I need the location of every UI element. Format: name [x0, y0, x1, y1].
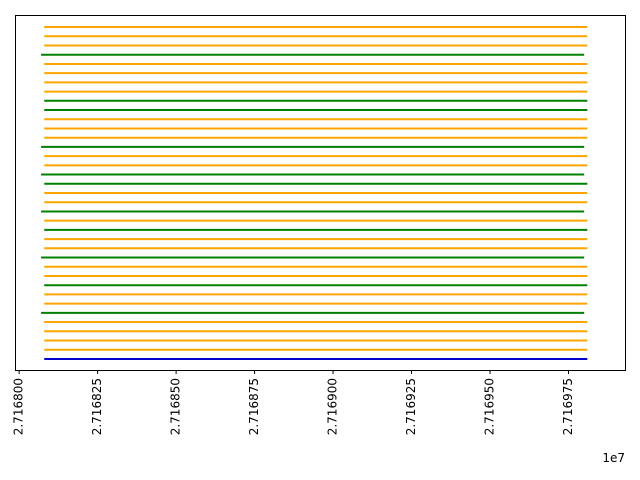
x-offset-label: 1e7 [602, 451, 625, 465]
x-tick-label-4: 2.716900 [326, 378, 340, 435]
segment-group [41, 26, 588, 360]
x-tick-label-5: 2.716925 [404, 378, 418, 435]
plot-frame [15, 15, 626, 371]
x-tick-label-2: 2.716850 [169, 378, 183, 435]
x-tick-label-3: 2.716875 [247, 378, 261, 435]
x-axis: 2.716800 2.716825 2.716850 2.716875 2.716900… [12, 370, 575, 435]
x-tick-label-1: 2.716825 [90, 378, 104, 435]
x-tick-label-7: 2.716975 [561, 378, 575, 435]
x-tick-label-0: 2.716800 [12, 378, 26, 435]
x-tick-label-6: 2.716950 [483, 378, 497, 435]
